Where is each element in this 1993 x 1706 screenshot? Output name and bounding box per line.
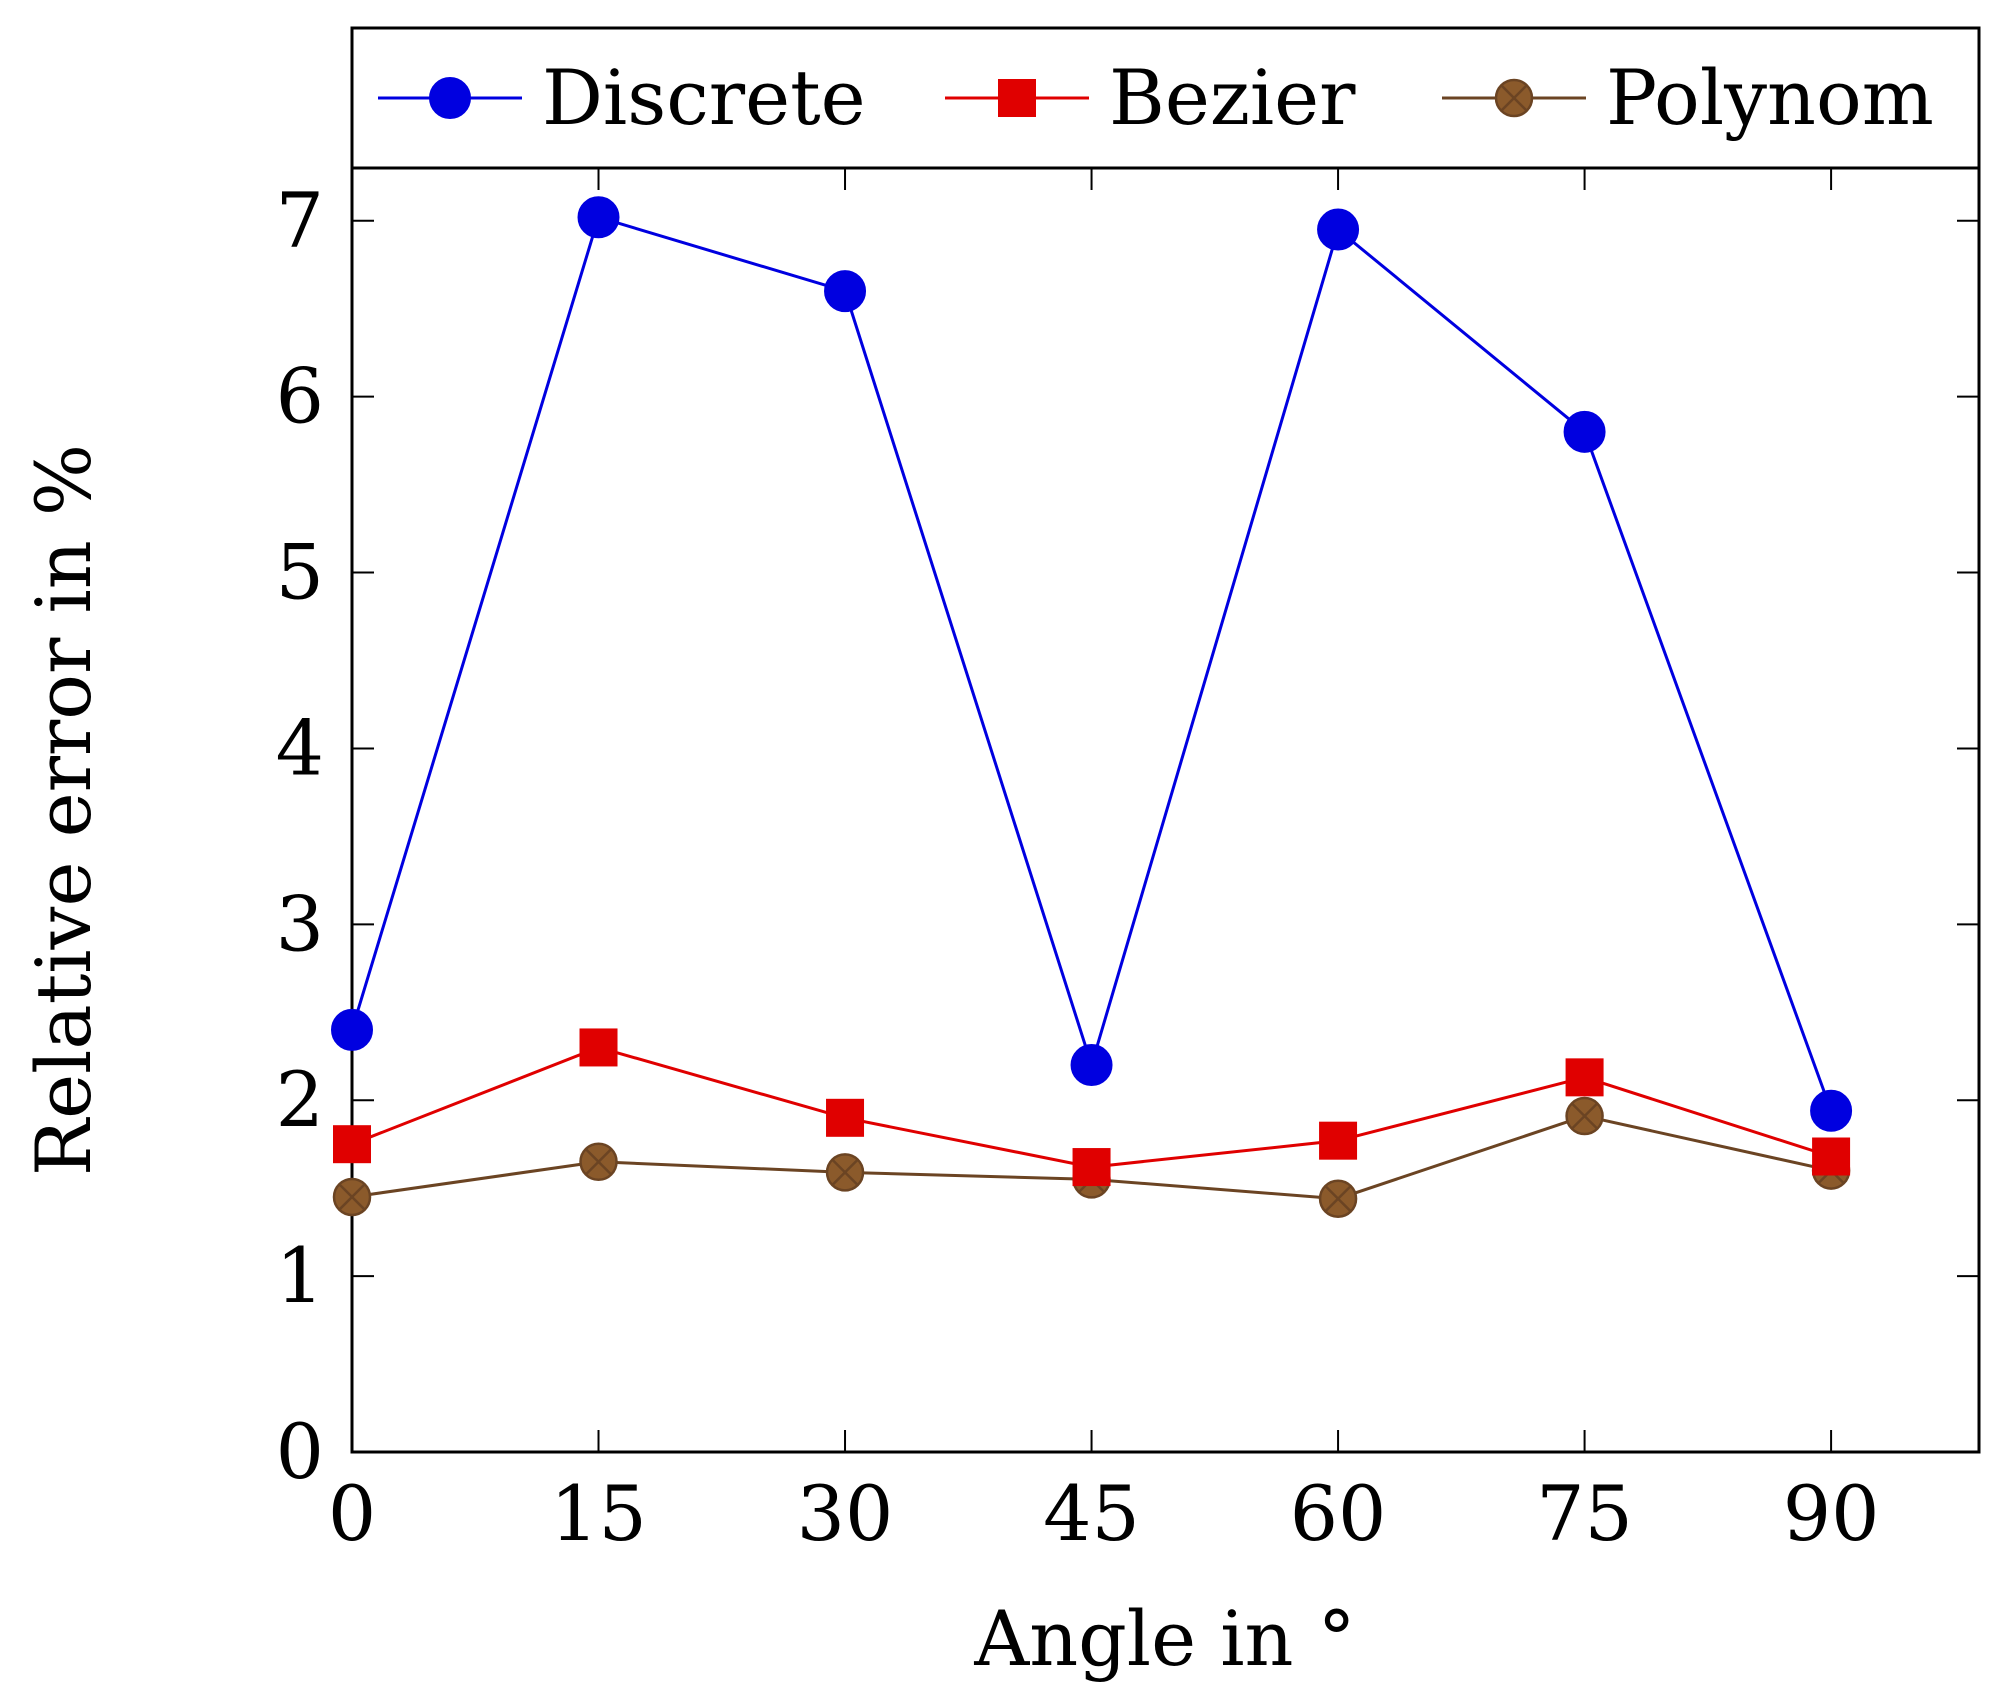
y-tick-label: 4: [276, 703, 324, 792]
x-tick-label: 75: [1536, 1469, 1633, 1558]
marker-cross: [1571, 1102, 1599, 1130]
legend-entry-discrete: Discrete: [378, 53, 866, 142]
series-group: [331, 196, 1853, 1218]
legend-label-polynom: Polynom: [1606, 53, 1934, 142]
series-line-discrete: [350, 215, 1833, 1112]
x-tick-label: 45: [1043, 1469, 1140, 1558]
x-tick-label: 0: [328, 1469, 376, 1558]
data-point-polynom: [579, 1142, 618, 1182]
y-tick-label: 2: [276, 1055, 324, 1144]
data-point-polynom: [1318, 1179, 1358, 1218]
data-point-polynom: [825, 1153, 865, 1192]
legend-entry-polynom: Polynom: [1442, 53, 1934, 142]
legend-label-discrete: Discrete: [542, 53, 866, 142]
marker-cross: [338, 1183, 366, 1211]
legend-label-bezier: Bezier: [1109, 53, 1356, 142]
marker-cross: [1324, 1185, 1352, 1213]
y-tick-label: 1: [276, 1231, 324, 1320]
y-tick-label: 6: [276, 352, 324, 441]
x-tick-label: 90: [1783, 1469, 1880, 1558]
y-tick-label: 3: [276, 879, 324, 968]
y-tick-label: 0: [276, 1407, 324, 1496]
legend-marker-polynom: [1494, 78, 1534, 118]
y-axis-label: Relative error in %: [19, 444, 108, 1176]
legend-marker-bezier: [998, 79, 1036, 117]
data-point-discrete: [1070, 1044, 1113, 1087]
data-point-polynom: [332, 1177, 372, 1217]
marker-cross: [585, 1148, 612, 1176]
y-tick-label: 7: [276, 176, 324, 265]
data-point-discrete: [824, 270, 867, 313]
data-point-discrete: [1317, 208, 1360, 251]
data-point-discrete: [1563, 410, 1606, 453]
data-point-bezier: [1565, 1058, 1604, 1097]
data-point-discrete: [1810, 1089, 1853, 1132]
data-point-bezier: [1072, 1148, 1111, 1187]
data-point-discrete: [577, 196, 620, 239]
legend-entry-bezier: Bezier: [945, 53, 1356, 142]
series-bezier: [333, 1028, 1851, 1187]
data-point-bezier: [826, 1098, 865, 1137]
plot-area: [350, 166, 1981, 1454]
legend-marker-discrete: [429, 77, 471, 119]
data-point-bezier: [579, 1028, 618, 1067]
marker-cross: [1500, 84, 1528, 112]
data-point-discrete: [331, 1008, 373, 1051]
data-point-polynom: [1565, 1096, 1604, 1136]
data-point-bezier: [333, 1125, 371, 1164]
series-discrete: [331, 196, 1853, 1132]
data-point-bezier: [1319, 1121, 1358, 1160]
marker-cross: [831, 1158, 859, 1186]
legend: Discrete Bezier Polynom: [378, 53, 1934, 142]
data-point-bezier: [1812, 1137, 1851, 1176]
x-axis-label: Angle in °: [973, 1594, 1355, 1683]
legend-box: [350, 26, 1981, 170]
x-tick-label: 30: [797, 1469, 894, 1558]
x-tick-label: 60: [1290, 1469, 1387, 1558]
y-tick-label: 5: [276, 528, 324, 617]
x-tick-label: 15: [550, 1469, 647, 1558]
